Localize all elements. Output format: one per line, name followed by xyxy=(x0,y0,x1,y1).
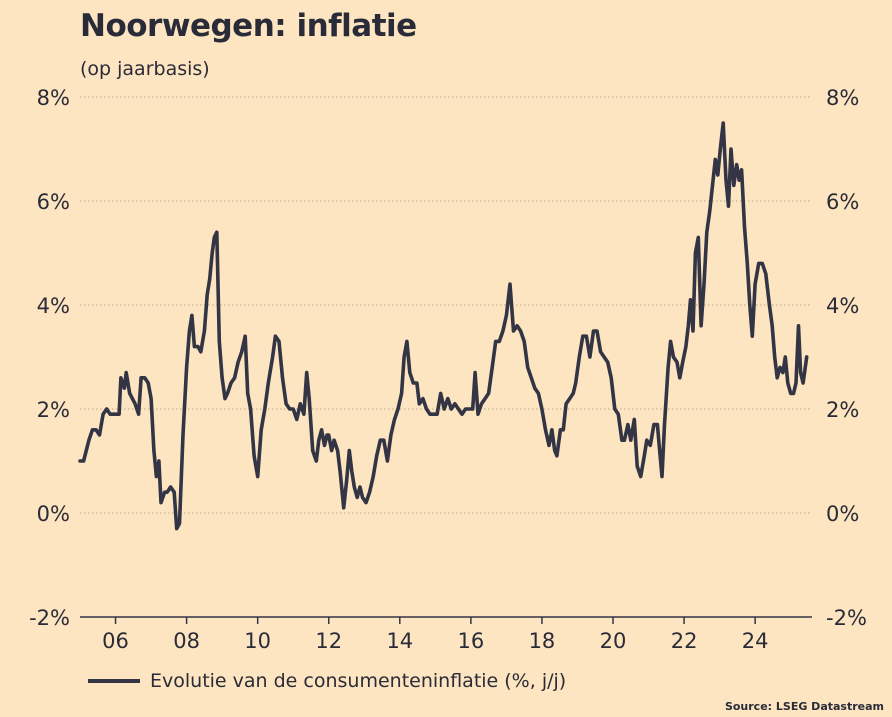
x-tick-label: 06 xyxy=(102,629,129,653)
x-tick-label: 18 xyxy=(529,629,556,653)
y-tick-label-right: 2% xyxy=(826,398,859,422)
x-tick-label: 22 xyxy=(671,629,698,653)
y-tick-label-right: -2% xyxy=(826,606,867,630)
x-tick-label: 08 xyxy=(173,629,200,653)
chart-title: Noorwegen: inflatie xyxy=(80,8,417,44)
x-tick-label: 12 xyxy=(315,629,342,653)
legend: Evolutie van de consumenteninflatie (%, … xyxy=(88,670,566,692)
y-tick-label-right: 6% xyxy=(826,190,859,214)
y-tick-label-left: -2% xyxy=(29,606,70,630)
series-line xyxy=(78,121,809,531)
y-tick-label-right: 4% xyxy=(826,294,859,318)
source-note: Source: LSEG Datastream xyxy=(724,700,884,713)
y-tick-label-left: 6% xyxy=(37,190,70,214)
y-tick-label-left: 4% xyxy=(37,294,70,318)
y-tick-label-right: 8% xyxy=(826,86,859,110)
x-tick-label: 14 xyxy=(386,629,413,653)
legend-label: Evolutie van de consumenteninflatie (%, … xyxy=(150,670,567,692)
y-tick-label-left: 0% xyxy=(37,502,70,526)
x-tick-label: 10 xyxy=(244,629,271,653)
x-tick-label: 20 xyxy=(600,629,627,653)
x-tick-label: 24 xyxy=(742,629,769,653)
x-tick-label: 16 xyxy=(458,629,485,653)
legend-swatch xyxy=(88,679,140,683)
y-tick-label-left: 2% xyxy=(37,398,70,422)
chart-subtitle: (op jaarbasis) xyxy=(80,58,210,80)
y-tick-label-left: 8% xyxy=(37,86,70,110)
y-tick-label-right: 0% xyxy=(826,502,859,526)
